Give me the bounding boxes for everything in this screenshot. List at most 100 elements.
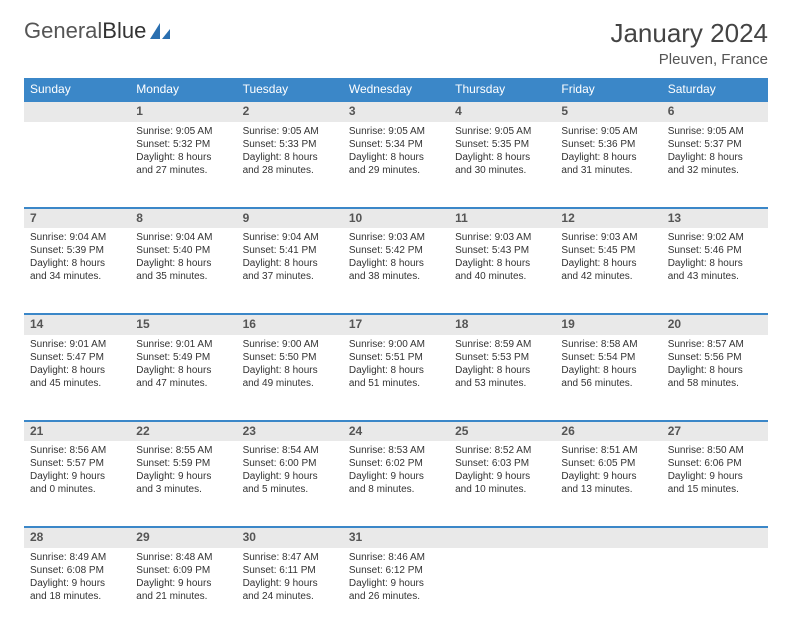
day-number-cell: 14	[24, 314, 130, 335]
daylight-line: Daylight: 8 hours and 32 minutes.	[668, 151, 762, 177]
sunrise-line: Sunrise: 9:03 AM	[349, 231, 443, 244]
sunset-line: Sunset: 5:49 PM	[136, 351, 230, 364]
daylight-line: Daylight: 9 hours and 8 minutes.	[349, 470, 443, 496]
daylight-line: Daylight: 8 hours and 29 minutes.	[349, 151, 443, 177]
detail-row: Sunrise: 9:01 AMSunset: 5:47 PMDaylight:…	[24, 335, 768, 421]
day-detail-cell: Sunrise: 8:57 AMSunset: 5:56 PMDaylight:…	[662, 335, 768, 421]
day-detail-cell	[449, 548, 555, 634]
day-number-cell: 27	[662, 421, 768, 442]
month-title: January 2024	[610, 18, 768, 49]
location: Pleuven, France	[610, 51, 768, 68]
day-detail-cell: Sunrise: 8:56 AMSunset: 5:57 PMDaylight:…	[24, 441, 130, 527]
day-detail-cell: Sunrise: 8:54 AMSunset: 6:00 PMDaylight:…	[237, 441, 343, 527]
sunrise-line: Sunrise: 8:58 AM	[561, 338, 655, 351]
daylight-line: Daylight: 8 hours and 43 minutes.	[668, 257, 762, 283]
day-detail-cell: Sunrise: 9:05 AMSunset: 5:33 PMDaylight:…	[237, 122, 343, 208]
sunrise-line: Sunrise: 9:05 AM	[455, 125, 549, 138]
daylight-line: Daylight: 8 hours and 58 minutes.	[668, 364, 762, 390]
sunrise-line: Sunrise: 8:52 AM	[455, 444, 549, 457]
day-detail-cell: Sunrise: 8:58 AMSunset: 5:54 PMDaylight:…	[555, 335, 661, 421]
daylight-line: Daylight: 8 hours and 34 minutes.	[30, 257, 124, 283]
sunrise-line: Sunrise: 9:00 AM	[243, 338, 337, 351]
sunset-line: Sunset: 5:34 PM	[349, 138, 443, 151]
sunset-line: Sunset: 5:35 PM	[455, 138, 549, 151]
daylight-line: Daylight: 8 hours and 49 minutes.	[243, 364, 337, 390]
daylight-line: Daylight: 9 hours and 3 minutes.	[136, 470, 230, 496]
day-header: Tuesday	[237, 78, 343, 101]
sunset-line: Sunset: 5:54 PM	[561, 351, 655, 364]
day-detail-cell: Sunrise: 9:03 AMSunset: 5:45 PMDaylight:…	[555, 228, 661, 314]
sunrise-line: Sunrise: 8:51 AM	[561, 444, 655, 457]
daynum-row: 21222324252627	[24, 421, 768, 442]
header: GeneralBlue January 2024 Pleuven, France	[24, 18, 768, 68]
daylight-line: Daylight: 8 hours and 56 minutes.	[561, 364, 655, 390]
sunset-line: Sunset: 6:11 PM	[243, 564, 337, 577]
daylight-line: Daylight: 9 hours and 18 minutes.	[30, 577, 124, 603]
day-number-cell: 3	[343, 101, 449, 122]
daylight-line: Daylight: 8 hours and 53 minutes.	[455, 364, 549, 390]
daylight-line: Daylight: 9 hours and 21 minutes.	[136, 577, 230, 603]
day-number-cell: 17	[343, 314, 449, 335]
daylight-line: Daylight: 8 hours and 47 minutes.	[136, 364, 230, 390]
day-detail-cell: Sunrise: 9:04 AMSunset: 5:40 PMDaylight:…	[130, 228, 236, 314]
sunrise-line: Sunrise: 9:03 AM	[561, 231, 655, 244]
day-header: Wednesday	[343, 78, 449, 101]
title-block: January 2024 Pleuven, France	[610, 18, 768, 68]
day-detail-cell: Sunrise: 8:59 AMSunset: 5:53 PMDaylight:…	[449, 335, 555, 421]
logo-text-1: General	[24, 18, 102, 44]
day-detail-cell	[662, 548, 768, 634]
day-header: Sunday	[24, 78, 130, 101]
logo-sail-icon	[148, 21, 172, 41]
day-number-cell: 18	[449, 314, 555, 335]
daylight-line: Daylight: 8 hours and 45 minutes.	[30, 364, 124, 390]
day-number-cell: 30	[237, 527, 343, 548]
day-number-cell: 21	[24, 421, 130, 442]
sunrise-line: Sunrise: 8:48 AM	[136, 551, 230, 564]
day-number-cell: 16	[237, 314, 343, 335]
sunrise-line: Sunrise: 8:57 AM	[668, 338, 762, 351]
day-detail-cell	[24, 122, 130, 208]
day-number-cell: 11	[449, 208, 555, 229]
day-header: Saturday	[662, 78, 768, 101]
sunset-line: Sunset: 6:05 PM	[561, 457, 655, 470]
daylight-line: Daylight: 8 hours and 30 minutes.	[455, 151, 549, 177]
day-detail-cell: Sunrise: 9:05 AMSunset: 5:32 PMDaylight:…	[130, 122, 236, 208]
sunset-line: Sunset: 5:37 PM	[668, 138, 762, 151]
day-number-cell: 12	[555, 208, 661, 229]
sunrise-line: Sunrise: 9:05 AM	[349, 125, 443, 138]
day-detail-cell: Sunrise: 9:05 AMSunset: 5:37 PMDaylight:…	[662, 122, 768, 208]
sunset-line: Sunset: 6:12 PM	[349, 564, 443, 577]
day-detail-cell	[555, 548, 661, 634]
day-number-cell: 20	[662, 314, 768, 335]
day-number-cell: 10	[343, 208, 449, 229]
day-detail-cell: Sunrise: 9:01 AMSunset: 5:47 PMDaylight:…	[24, 335, 130, 421]
day-detail-cell: Sunrise: 9:00 AMSunset: 5:51 PMDaylight:…	[343, 335, 449, 421]
sunrise-line: Sunrise: 8:49 AM	[30, 551, 124, 564]
day-header: Friday	[555, 78, 661, 101]
day-number-cell: 23	[237, 421, 343, 442]
detail-row: Sunrise: 8:49 AMSunset: 6:08 PMDaylight:…	[24, 548, 768, 634]
sunset-line: Sunset: 5:59 PM	[136, 457, 230, 470]
daylight-line: Daylight: 8 hours and 40 minutes.	[455, 257, 549, 283]
daynum-row: 78910111213	[24, 208, 768, 229]
sunset-line: Sunset: 5:36 PM	[561, 138, 655, 151]
detail-row: Sunrise: 9:05 AMSunset: 5:32 PMDaylight:…	[24, 122, 768, 208]
sunset-line: Sunset: 5:57 PM	[30, 457, 124, 470]
sunrise-line: Sunrise: 8:46 AM	[349, 551, 443, 564]
sunset-line: Sunset: 5:46 PM	[668, 244, 762, 257]
day-number-cell: 15	[130, 314, 236, 335]
daylight-line: Daylight: 8 hours and 37 minutes.	[243, 257, 337, 283]
daylight-line: Daylight: 8 hours and 31 minutes.	[561, 151, 655, 177]
day-detail-cell: Sunrise: 9:03 AMSunset: 5:42 PMDaylight:…	[343, 228, 449, 314]
sunset-line: Sunset: 6:00 PM	[243, 457, 337, 470]
sunrise-line: Sunrise: 8:50 AM	[668, 444, 762, 457]
day-number-cell	[24, 101, 130, 122]
day-detail-cell: Sunrise: 9:02 AMSunset: 5:46 PMDaylight:…	[662, 228, 768, 314]
sunrise-line: Sunrise: 8:54 AM	[243, 444, 337, 457]
day-header: Monday	[130, 78, 236, 101]
day-number-cell	[662, 527, 768, 548]
logo: GeneralBlue	[24, 18, 172, 44]
sunset-line: Sunset: 5:47 PM	[30, 351, 124, 364]
day-header-row: Sunday Monday Tuesday Wednesday Thursday…	[24, 78, 768, 101]
day-number-cell: 5	[555, 101, 661, 122]
